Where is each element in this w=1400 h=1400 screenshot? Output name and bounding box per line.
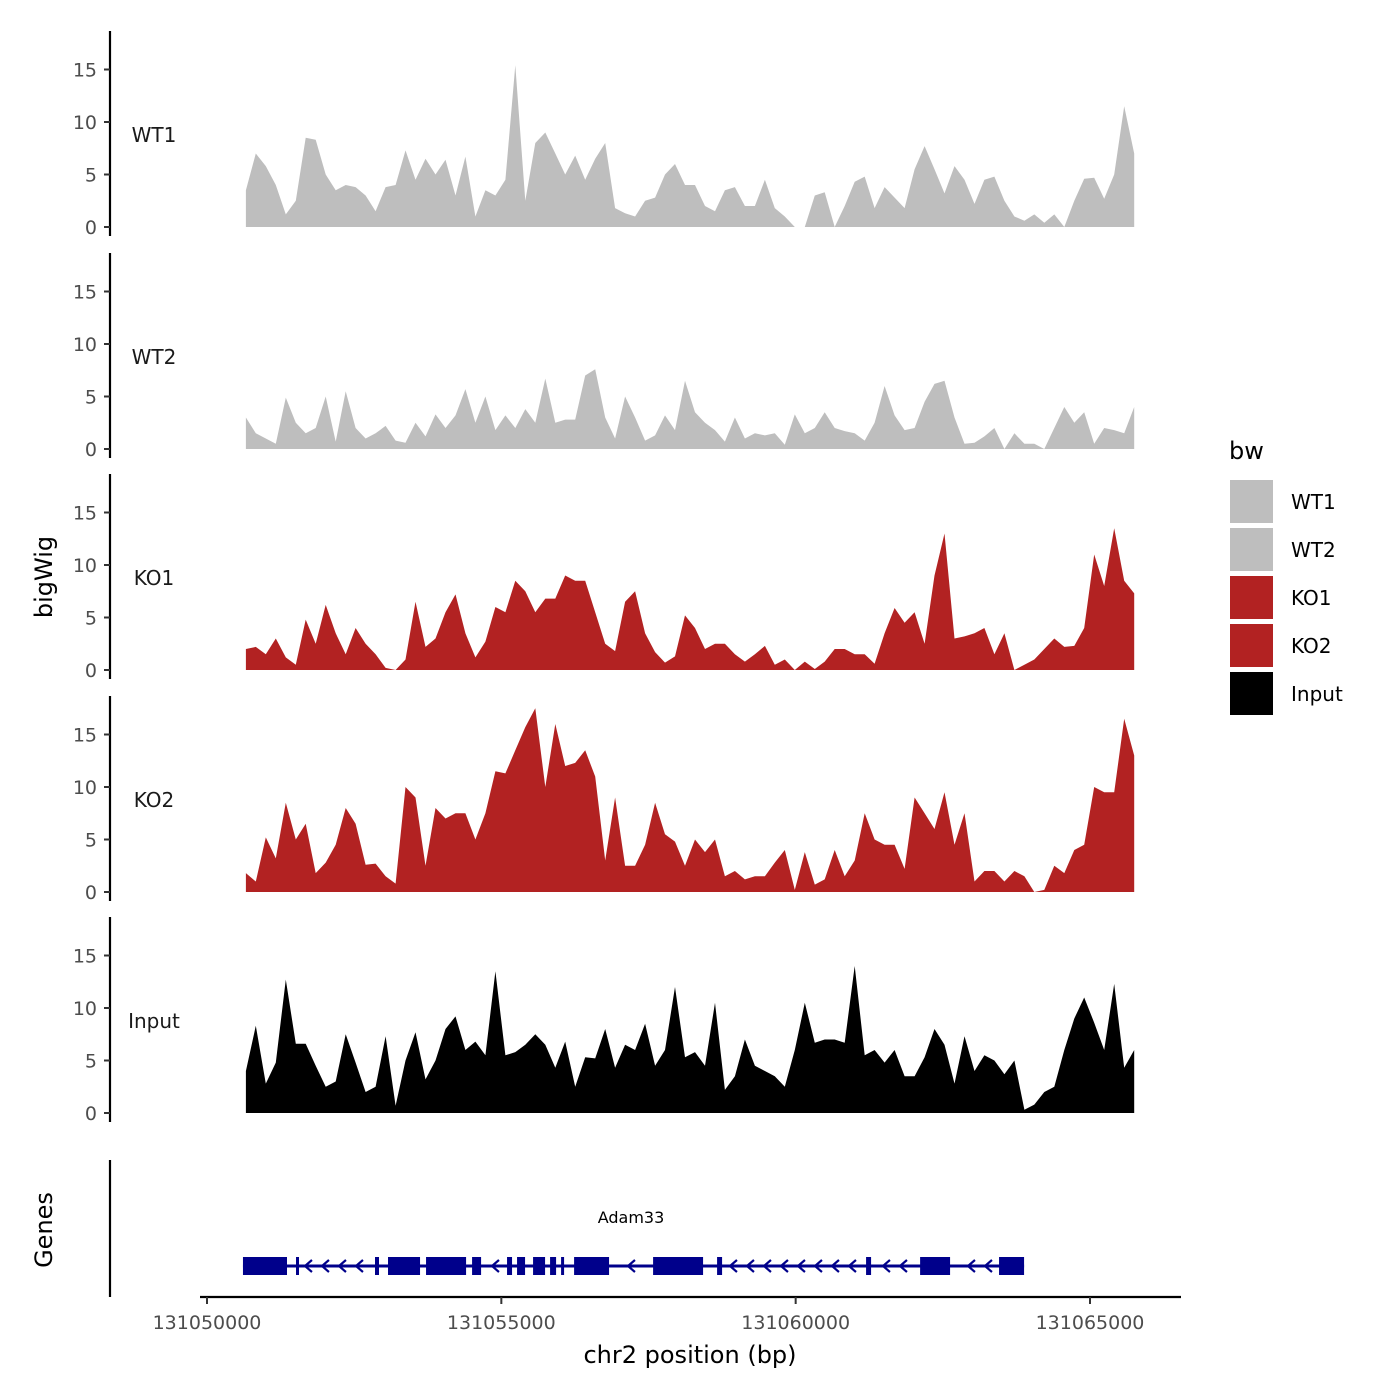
gene-exon <box>533 1257 546 1275</box>
track-wt2: 0 5 10 15 WT2 <box>73 253 1135 461</box>
coverage-area-ko1 <box>245 528 1135 670</box>
y-tick-label: 10 <box>73 998 97 1020</box>
y-tick-label: 15 <box>73 60 97 82</box>
gene-panel: Adam33 <box>108 1160 1025 1297</box>
gene-exon <box>388 1257 421 1275</box>
y-tick-label: 10 <box>73 334 97 356</box>
y-tick-label: 0 <box>85 660 97 682</box>
track-ko2: 0 5 10 15 KO2 <box>73 696 1135 904</box>
y-tick-label: 0 <box>85 217 97 239</box>
gene-exon <box>472 1257 482 1275</box>
y-tick-label: 10 <box>73 555 97 577</box>
gene-name-label: Adam33 <box>598 1208 665 1227</box>
track-label: WT1 <box>132 123 177 147</box>
gene-exon <box>866 1257 872 1275</box>
legend: bw WT1 WT2 KO1 KO2 Input <box>1229 437 1343 715</box>
gene-exon <box>517 1257 526 1275</box>
y-tick-label: 0 <box>85 439 97 461</box>
legend-key-input <box>1230 672 1273 715</box>
gene-exon <box>574 1257 610 1275</box>
coverage-area-input <box>245 966 1135 1113</box>
y-tick-label: 15 <box>73 725 97 747</box>
y-tick-label: 5 <box>85 830 97 852</box>
strand-arrow-icon <box>626 1259 636 1273</box>
legend-key-ko2 <box>1230 624 1273 667</box>
strand-arrow-icon <box>881 1259 891 1273</box>
track-label: KO2 <box>134 788 175 812</box>
legend-key-wt1 <box>1230 480 1273 523</box>
x-axis: 131050000 131055000 131060000 131065000 <box>153 1295 1181 1334</box>
y-tick-label: 10 <box>73 777 97 799</box>
strand-arrow-icon <box>320 1259 330 1273</box>
gene-exon <box>426 1257 467 1275</box>
y-tick-label: 0 <box>85 1103 97 1125</box>
track-input: 0 5 10 15 Input <box>73 917 1135 1125</box>
strand-arrow-icon <box>745 1259 755 1273</box>
legend-key-ko1 <box>1230 576 1273 619</box>
y-tick-label: 5 <box>85 165 97 187</box>
gene-exon <box>375 1257 380 1275</box>
y-tick-label: 10 <box>73 112 97 134</box>
gene-exon <box>550 1257 557 1275</box>
gene-exon <box>653 1257 704 1275</box>
x-axis-title: chr2 position (bp) <box>583 1341 796 1369</box>
track-label: Input <box>128 1009 180 1033</box>
strand-arrow-icon <box>354 1259 364 1273</box>
x-tick-label: 131065000 <box>1036 1312 1145 1334</box>
gene-exon <box>920 1257 951 1275</box>
legend-key-wt2 <box>1230 528 1273 571</box>
strand-arrow-icon <box>728 1259 738 1273</box>
strand-arrow-icon <box>762 1259 772 1273</box>
y-tick-label: 5 <box>85 1051 97 1073</box>
coverage-tracks: 0 5 10 15 WT1 0 5 10 15 WT2 0 5 10 15 KO1 0 5 10 15 KO2 0 5 10… <box>73 31 1135 1125</box>
track-label: KO1 <box>134 566 175 590</box>
gene-panel-title: Genes <box>30 1192 58 1268</box>
gene-exon <box>507 1257 513 1275</box>
y-tick-label: 5 <box>85 387 97 409</box>
track-ko1: 0 5 10 15 KO1 <box>73 474 1135 682</box>
strand-arrow-icon <box>337 1259 347 1273</box>
y-axis-title: bigWig <box>30 536 58 618</box>
y-tick-label: 15 <box>73 282 97 304</box>
coverage-area-wt1 <box>245 65 1135 227</box>
x-tick-label: 131055000 <box>447 1312 556 1334</box>
legend-label: WT2 <box>1291 538 1336 562</box>
gene-exon <box>296 1257 300 1275</box>
strand-arrow-icon <box>303 1259 313 1273</box>
strand-arrow-icon <box>796 1259 806 1273</box>
gene-exon <box>242 1257 287 1275</box>
x-tick-label: 131050000 <box>153 1312 262 1334</box>
legend-label: Input <box>1291 682 1343 706</box>
gene-exon <box>999 1257 1025 1275</box>
y-tick-label: 0 <box>85 882 97 904</box>
gene-exon <box>561 1257 565 1275</box>
track-wt1: 0 5 10 15 WT1 <box>73 31 1135 239</box>
strand-arrow-icon <box>830 1259 840 1273</box>
legend-title: bw <box>1229 437 1264 465</box>
coverage-area-wt2 <box>245 369 1135 449</box>
legend-label: WT1 <box>1291 490 1336 514</box>
y-tick-label: 15 <box>73 946 97 968</box>
coverage-area-ko2 <box>245 708 1135 892</box>
x-tick-label: 131060000 <box>741 1312 850 1334</box>
strand-arrow-icon <box>847 1259 857 1273</box>
strand-arrow-icon <box>983 1259 993 1273</box>
strand-arrow-icon <box>898 1259 908 1273</box>
y-tick-label: 5 <box>85 608 97 630</box>
strand-arrow-icon <box>779 1259 789 1273</box>
y-tick-label: 15 <box>73 503 97 525</box>
track-label: WT2 <box>132 345 177 369</box>
strand-arrow-icon <box>966 1259 976 1273</box>
gene-exon <box>717 1257 723 1275</box>
legend-label: KO1 <box>1291 586 1332 610</box>
strand-arrow-icon <box>490 1259 500 1273</box>
strand-arrow-icon <box>813 1259 823 1273</box>
legend-label: KO2 <box>1291 634 1332 658</box>
